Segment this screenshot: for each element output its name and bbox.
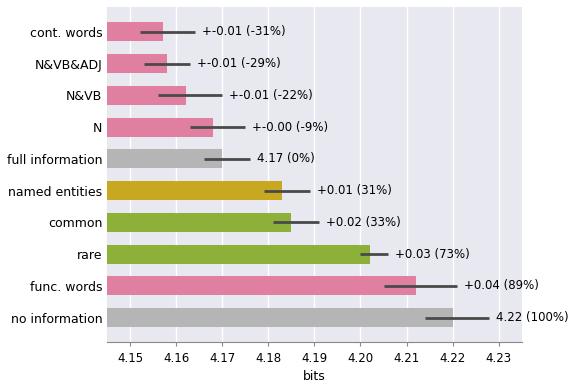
Bar (107, 181, 282, 200)
Text: +-0.01 (-29%): +-0.01 (-29%) (197, 57, 281, 70)
Bar (107, 22, 162, 41)
Text: +0.03 (73%): +0.03 (73%) (395, 248, 470, 261)
X-axis label: bits: bits (303, 370, 326, 383)
Text: +-0.00 (-9%): +-0.00 (-9%) (253, 121, 328, 133)
Text: +0.04 (89%): +0.04 (89%) (464, 279, 539, 292)
Bar (107, 149, 222, 168)
Text: +-0.01 (-31%): +-0.01 (-31%) (201, 25, 285, 38)
Text: +0.01 (31%): +0.01 (31%) (317, 184, 391, 197)
Bar (107, 54, 167, 73)
Bar (107, 213, 292, 232)
Text: 4.22 (100%): 4.22 (100%) (497, 311, 569, 324)
Bar (107, 86, 185, 105)
Bar (107, 308, 452, 327)
Bar (107, 245, 370, 264)
Text: 4.17 (0%): 4.17 (0%) (257, 152, 315, 165)
Text: +0.02 (33%): +0.02 (33%) (326, 216, 401, 229)
Text: +-0.01 (-22%): +-0.01 (-22%) (229, 89, 313, 102)
Bar (107, 117, 213, 136)
Bar (107, 277, 416, 296)
